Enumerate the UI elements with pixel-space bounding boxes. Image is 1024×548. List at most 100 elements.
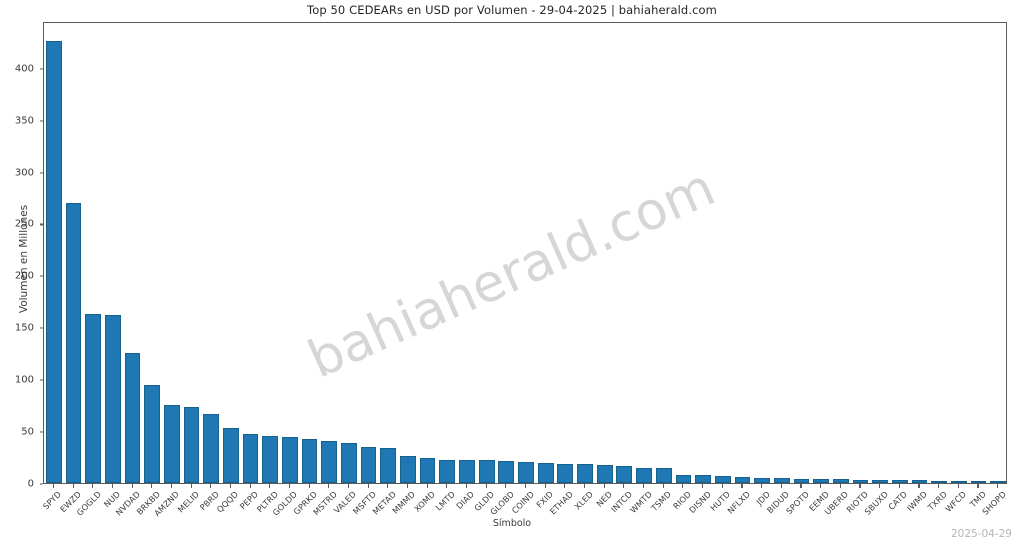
bar <box>45 40 62 483</box>
bar <box>518 462 534 483</box>
y-tick-mark <box>39 223 43 225</box>
bar <box>695 474 711 483</box>
x-tick-mark <box>564 484 566 488</box>
x-tick-mark <box>387 484 389 488</box>
y-tick-label: 50 <box>21 426 34 438</box>
date-stamp: 2025-04-29 <box>950 528 1012 540</box>
x-tick-mark <box>879 484 881 488</box>
bar <box>419 458 436 483</box>
bar <box>675 474 692 483</box>
x-tick-mark <box>406 484 409 488</box>
x-tick-mark <box>505 484 507 488</box>
x-tick-mark <box>643 484 645 488</box>
x-tick-mark <box>820 484 822 488</box>
bar <box>754 477 770 483</box>
y-tick-label: 0 <box>27 478 34 490</box>
bar <box>950 480 967 483</box>
bar <box>203 414 220 483</box>
x-tick-mark <box>131 484 133 488</box>
x-tick-mark <box>328 484 330 488</box>
bar <box>891 479 908 483</box>
x-tick-mark <box>111 484 113 488</box>
x-tick-mark <box>859 484 861 488</box>
x-tick-label: TSMD <box>649 489 674 514</box>
bar <box>144 385 161 483</box>
bar <box>439 460 456 483</box>
bar <box>793 478 810 483</box>
bar <box>970 481 987 483</box>
x-tick-label: MELID <box>175 489 202 515</box>
y-tick-mark <box>39 379 43 381</box>
bar <box>655 468 672 483</box>
bar <box>65 202 82 483</box>
bar <box>223 427 239 483</box>
x-tick-mark <box>525 484 527 488</box>
x-tick-mark <box>308 484 310 488</box>
x-tick-mark <box>151 484 153 488</box>
bar <box>773 477 790 483</box>
x-tick-mark <box>603 484 605 488</box>
x-tick-mark <box>702 484 704 488</box>
y-tick-mark <box>39 171 43 174</box>
bar <box>242 434 259 483</box>
bar <box>990 481 1007 483</box>
y-tick-label: 100 <box>14 374 34 386</box>
y-axis: 0 50 100 150 200 250 300 350 400 <box>0 0 43 548</box>
y-tick-label: 150 <box>14 322 34 334</box>
x-tick-mark <box>997 484 999 488</box>
chart-title: Top 50 CEDEARs en USD por Volumen - 29-0… <box>307 3 717 17</box>
bar <box>596 465 613 483</box>
x-tick-mark <box>465 484 468 488</box>
bar <box>85 313 102 483</box>
bar <box>832 478 849 483</box>
bar <box>341 442 357 483</box>
x-tick-mark <box>170 484 172 488</box>
x-tick-label: CATD <box>886 489 910 512</box>
x-tick-label: LMTD <box>433 489 457 513</box>
y-tick-label: 300 <box>14 167 34 179</box>
bars-layer <box>44 23 1007 483</box>
y-tick-mark <box>39 68 43 70</box>
y-tick-mark <box>39 275 43 277</box>
x-axis-label: Símbolo <box>492 518 532 529</box>
x-tick-label: WFCD <box>943 489 969 514</box>
bar <box>301 439 318 483</box>
x-tick-mark <box>918 484 920 488</box>
x-tick-mark <box>72 484 74 488</box>
x-tick-mark <box>210 484 212 488</box>
x-tick-label: IWMD <box>904 489 930 514</box>
x-tick-mark <box>485 484 487 488</box>
bar <box>714 475 731 483</box>
bar <box>380 447 397 483</box>
bar <box>616 466 633 483</box>
x-tick-mark <box>623 484 625 488</box>
bar <box>262 436 279 483</box>
x-tick-label: XLED <box>571 489 595 512</box>
x-tick-mark <box>544 484 546 488</box>
y-tick-label: 400 <box>14 63 34 75</box>
y-tick-mark <box>39 483 43 485</box>
bar <box>872 479 888 483</box>
bar <box>183 407 200 483</box>
x-tick-mark <box>780 484 782 488</box>
x-tick-mark <box>229 484 231 488</box>
bar <box>282 437 298 483</box>
x-tick-mark <box>761 484 763 488</box>
bar <box>360 446 377 483</box>
bar <box>478 460 495 483</box>
y-tick-mark <box>39 120 43 122</box>
y-tick-mark <box>39 327 43 329</box>
x-tick-label: XOMD <box>412 489 438 514</box>
bar <box>557 464 574 483</box>
x-tick-mark <box>741 484 743 488</box>
x-tick-mark <box>269 484 271 488</box>
bar <box>537 463 554 483</box>
x-tick-mark <box>347 484 350 488</box>
y-tick-label: 350 <box>14 115 34 127</box>
bar <box>734 476 751 483</box>
y-tick-label: 250 <box>14 218 34 230</box>
x-tick-mark <box>721 484 723 488</box>
bar <box>813 478 829 483</box>
